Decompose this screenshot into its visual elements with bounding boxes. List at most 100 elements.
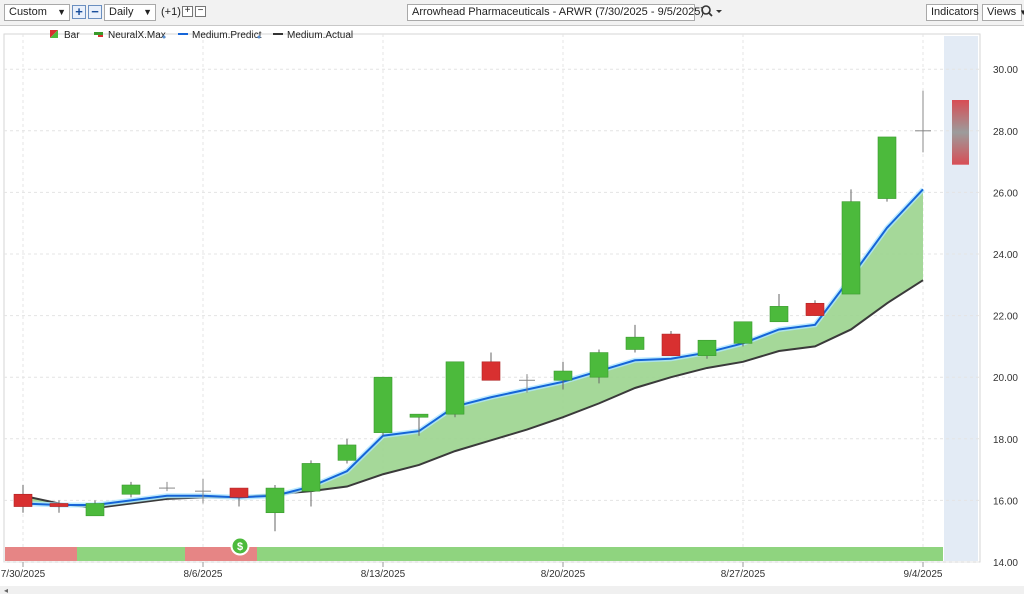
y-tick-label: 26.00 [993, 188, 1018, 199]
indicators-button[interactable]: Indicators ◢ [926, 4, 988, 21]
price-candle [841, 189, 861, 295]
price-candle [733, 321, 753, 347]
candle-up [877, 136, 897, 199]
x-tick-label: 7/30/2025 [1, 569, 46, 580]
candle-down [229, 487, 249, 498]
candle-up [409, 413, 429, 418]
range-dropdown[interactable]: Custom ▼ [4, 4, 70, 21]
chevron-down-icon: ▼ [143, 7, 152, 17]
price-candle [697, 339, 717, 359]
price-candle [625, 324, 645, 353]
price-candle [195, 478, 211, 504]
medium-predict-line [22, 188, 924, 507]
y-tick-label: 24.00 [993, 250, 1018, 261]
candle-down [13, 493, 33, 507]
toolbar: Custom ▼ + − Daily ▼ (+1) + − Arrowhead … [0, 0, 1024, 26]
price-candle [877, 136, 897, 202]
price-chart[interactable]: $30.00 28.00 26.00 24.00 22.00 20.00 18.00 16.0… [0, 26, 1024, 595]
y-tick-label: 28.00 [993, 127, 1018, 138]
legend-item: NeuralX.Max [94, 30, 166, 41]
zoom-in-button[interactable]: + [72, 5, 86, 19]
x-tick-label: 8/27/2025 [721, 569, 766, 580]
views-label: Views [987, 6, 1017, 18]
chart-title[interactable]: Arrowhead Pharmaceuticals - ARWR (7/30/2… [407, 4, 704, 21]
x-tick-label: 9/4/2025 [904, 569, 943, 580]
legend-dot [162, 35, 166, 39]
plot-frame [3, 33, 981, 563]
signal-band-buy [257, 547, 943, 561]
price-candle [805, 300, 825, 316]
candle-up [85, 503, 105, 517]
price-candle [589, 349, 609, 384]
legend-item: Bar [50, 30, 80, 41]
medium-actual-line [22, 279, 924, 510]
price-candle [445, 361, 465, 418]
candle-up [121, 484, 141, 495]
price-candle [337, 438, 357, 464]
x-tick-label: 8/20/2025 [541, 569, 586, 580]
candle-down [481, 361, 501, 381]
price-candle [661, 331, 681, 356]
chevron-down-icon: ▼ [57, 7, 66, 17]
zoom-out-button[interactable]: − [88, 5, 102, 19]
price-candle [301, 460, 321, 507]
forecast-range-bar [952, 100, 969, 165]
chevron-down-icon: ▼ [1019, 8, 1024, 17]
candle-up [301, 463, 321, 492]
dollar-signal-icon: $ [230, 536, 250, 556]
legend-label: Bar [64, 30, 80, 41]
offset-minus-button[interactable]: − [195, 6, 206, 17]
price-candle [519, 374, 535, 393]
legend-label: Medium.Actual [287, 30, 353, 41]
search-icon[interactable] [700, 4, 724, 25]
indicators-label: Indicators [931, 6, 979, 18]
range-label: Custom [9, 6, 47, 18]
interval-dropdown[interactable]: Daily ▼ [104, 4, 156, 21]
chart-area[interactable]: $30.00 28.00 26.00 24.00 22.00 20.00 18.00 16.0… [0, 26, 1024, 595]
signal-band-buy [77, 547, 185, 561]
offset-plus-button[interactable]: + [182, 6, 193, 17]
price-candle [553, 361, 573, 390]
candle-down [805, 302, 825, 316]
x-tick-label: 8/6/2025 [184, 569, 223, 580]
candle-up [697, 339, 717, 356]
price-candle [159, 481, 175, 492]
price-candle [409, 413, 429, 436]
scroll-left-icon: ◂ [4, 586, 8, 594]
candle-down [661, 333, 681, 356]
price-candle [769, 294, 789, 323]
spread-area [23, 189, 923, 509]
candle-up [625, 336, 645, 350]
legend-item: Medium.Predict [178, 30, 262, 41]
y-tick-label: 16.00 [993, 496, 1018, 507]
y-tick-label: 14.00 [993, 558, 1018, 569]
candle-up [337, 444, 357, 461]
legend-item: Medium.Actual [273, 30, 353, 41]
horizontal-scrollbar [0, 586, 1024, 594]
signal-band-sell [5, 547, 77, 561]
x-tick-label: 8/13/2025 [361, 569, 406, 580]
price-candle [481, 352, 501, 381]
candle-up [733, 321, 753, 344]
candle-up [265, 487, 285, 514]
neuralx-legend-icon [94, 32, 103, 35]
offset-label: (+1) [161, 6, 181, 18]
price-candle [265, 485, 285, 532]
price-candle [915, 90, 931, 153]
legend-label: Medium.Predict [192, 30, 262, 41]
dollar-signal-label: $ [237, 541, 243, 553]
price-candle [49, 500, 69, 513]
views-button[interactable]: Views ▼ [982, 4, 1024, 21]
candle-up [841, 201, 861, 295]
y-tick-label: 20.00 [993, 373, 1018, 384]
price-candle [373, 376, 393, 436]
legend-label: NeuralX.Max [108, 30, 166, 41]
y-tick-label: 22.00 [993, 312, 1018, 323]
price-candle [229, 487, 249, 507]
legend-dot [257, 35, 261, 39]
price-candle [121, 481, 141, 498]
candle-down [49, 503, 69, 507]
candle-up [373, 376, 393, 433]
chart-title-text: Arrowhead Pharmaceuticals - ARWR (7/30/2… [412, 6, 705, 18]
price-candle [13, 485, 33, 513]
